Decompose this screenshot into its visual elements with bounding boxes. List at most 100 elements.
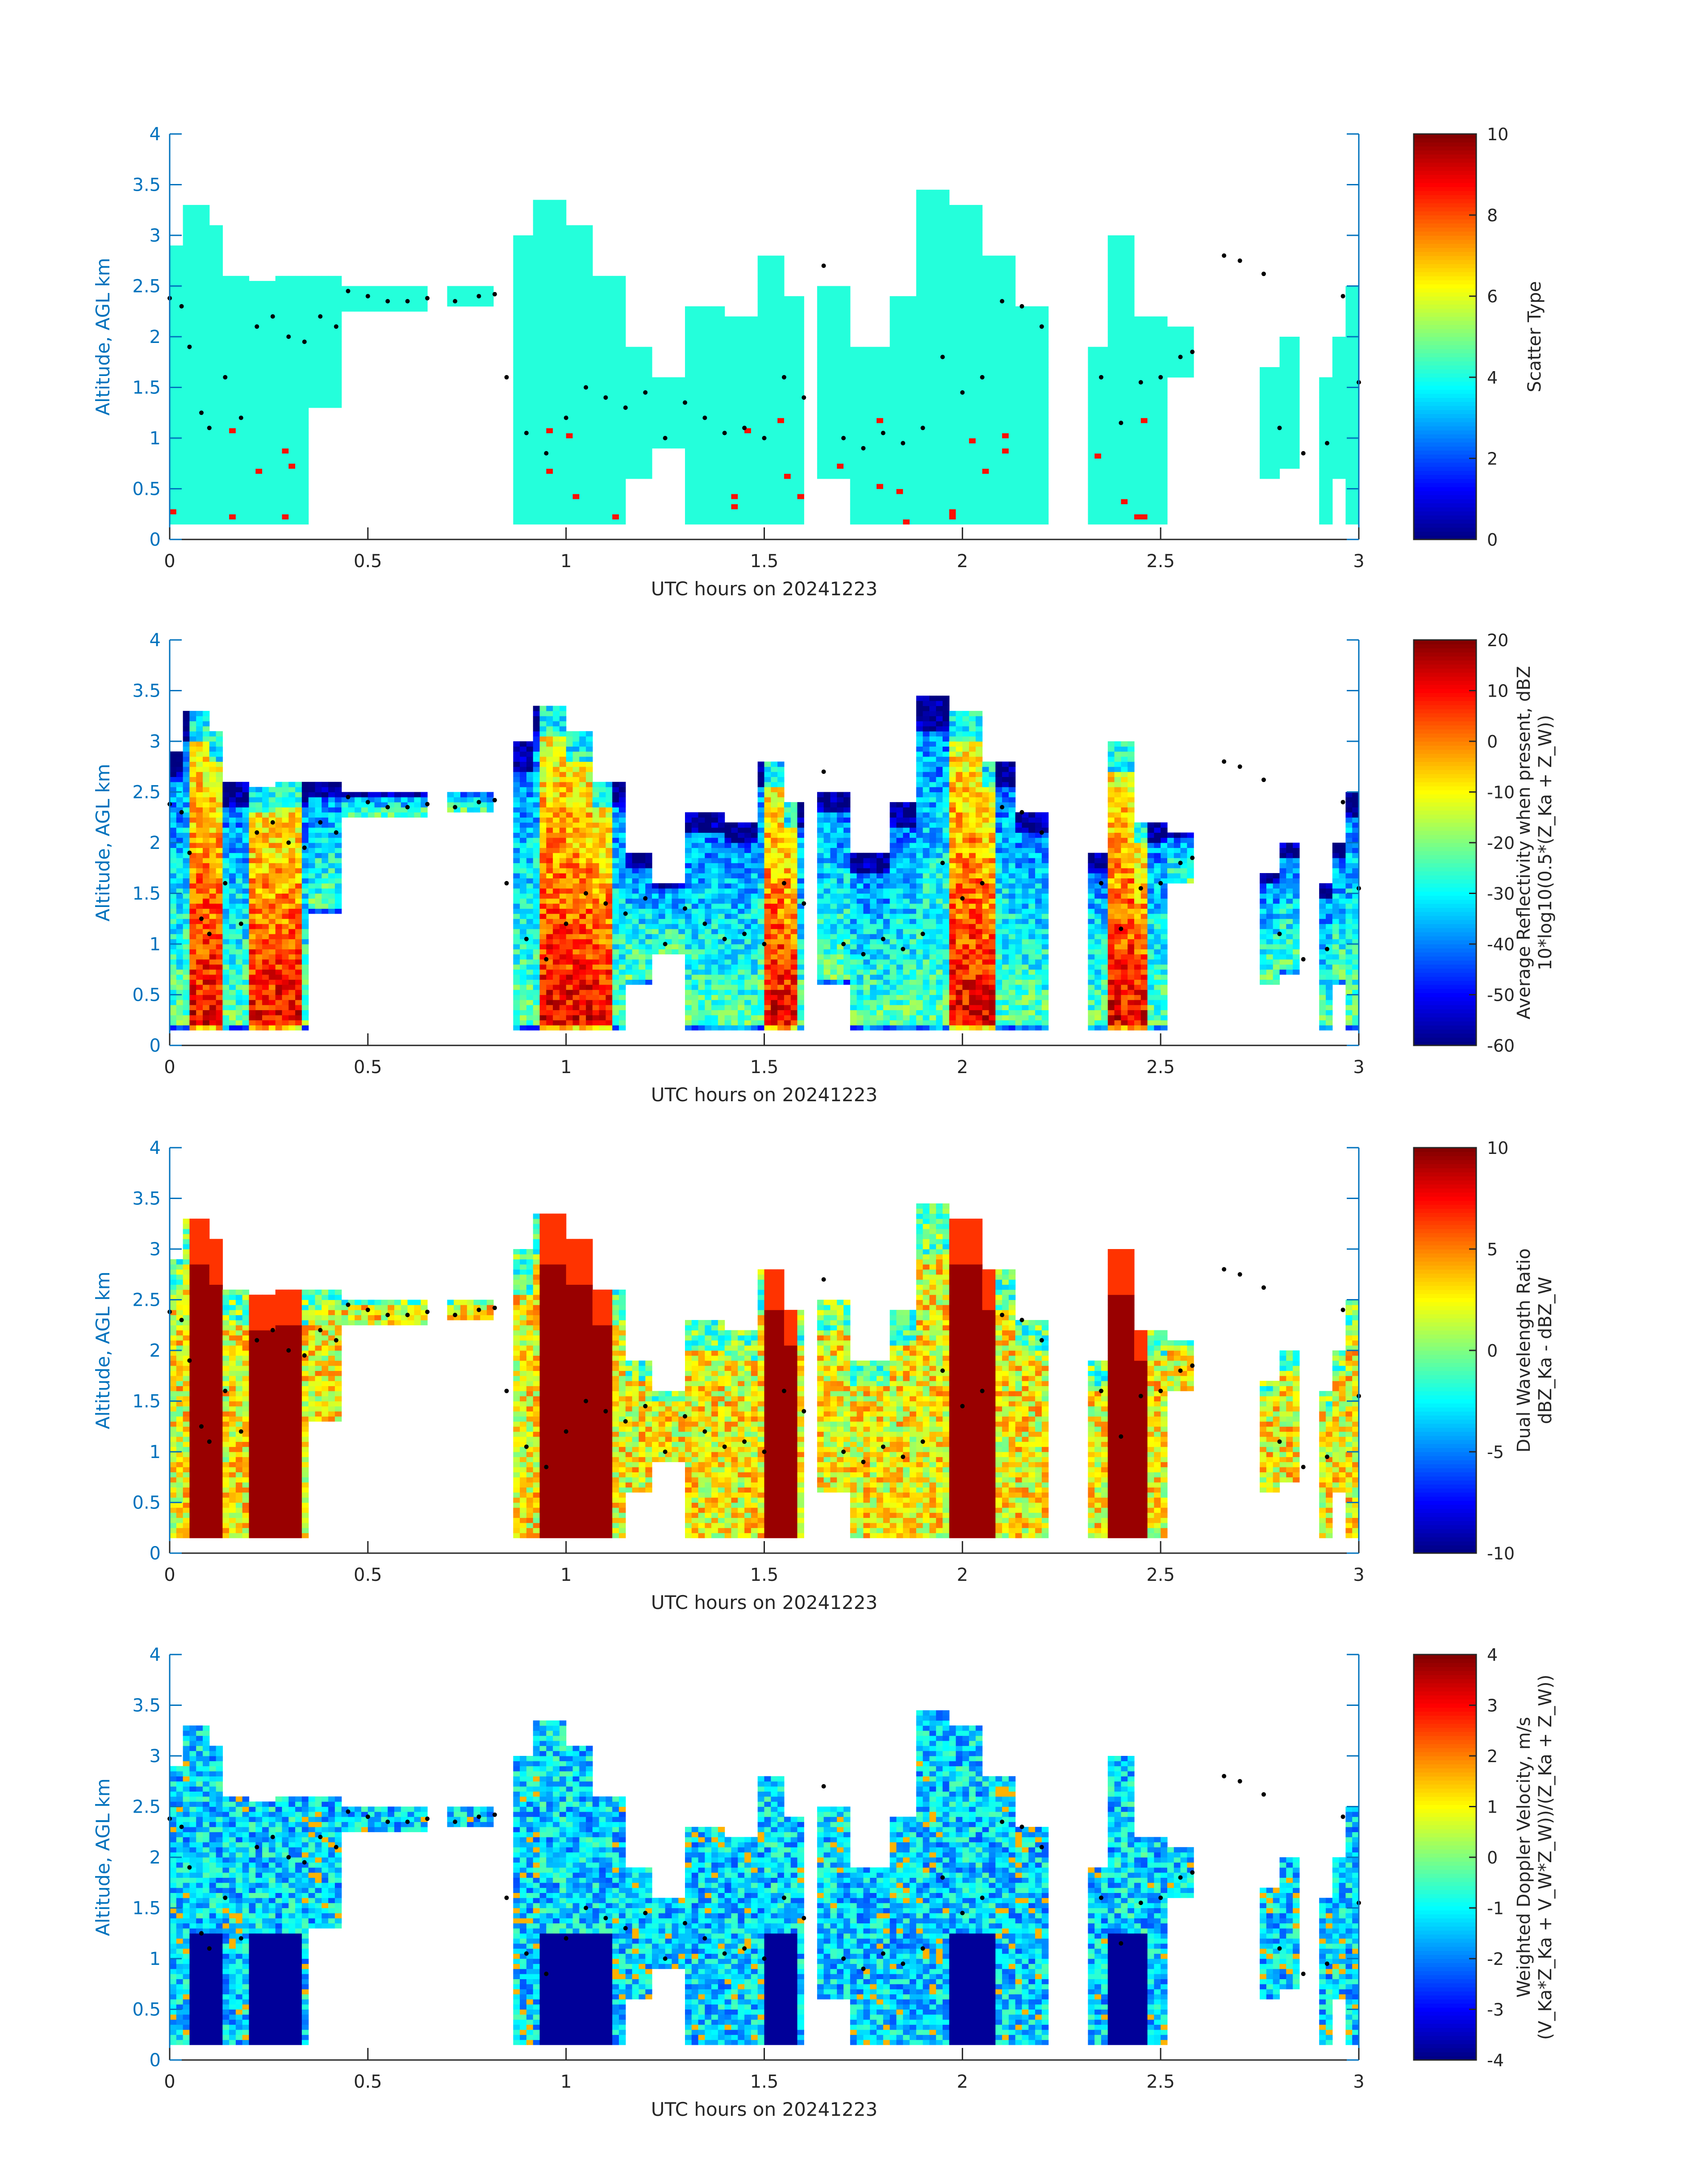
heatmap-cell [1002,397,1009,403]
heatmap-cell [844,372,850,378]
heatmap-cell [923,326,930,332]
heatmap-cell [526,408,533,413]
heatmap-cell [744,352,751,357]
heatmap-cell [883,418,890,423]
heatmap-cell [777,367,784,372]
heatmap-cell [255,443,262,448]
heatmap-cell [956,255,963,261]
heatmap-cell [929,428,936,433]
heatmap-cell [718,423,725,428]
heatmap-cell [969,230,976,236]
heatmap-cell [533,200,540,205]
heatmap-cell [777,423,784,428]
heatmap-cell [652,428,659,433]
heatmap-cell [777,464,784,469]
heatmap-cell [665,428,672,433]
heatmap-cell [798,403,804,408]
heatmap-cell [540,200,547,205]
heatmap-cell [242,286,249,292]
heatmap-cell [540,474,547,479]
heatmap-cell [170,276,176,281]
heatmap-cell [659,377,665,383]
heatmap-cell [731,347,738,352]
heatmap-cell [1028,468,1035,474]
heatmap-cell [520,479,526,484]
heatmap-cell [830,357,837,362]
heatmap-cell [255,347,262,352]
heatmap-cell [929,357,936,362]
heatmap-cell [560,372,566,378]
heatmap-cell [269,347,276,352]
heatmap-cell [513,276,520,281]
heatmap-cell [969,453,976,459]
heatmap-cell [229,301,236,307]
heatmap-cell [784,509,791,514]
heatmap-cell [791,499,798,504]
heatmap-cell [216,388,223,393]
heatmap-cell [817,397,824,403]
heatmap-cell [758,342,764,347]
heatmap-cell [798,418,804,423]
heatmap-cell [1022,393,1029,398]
heatmap-cell [203,388,209,393]
heatmap-cell [949,397,956,403]
heatmap-cell [850,448,857,454]
heatmap-cell [910,443,916,448]
heatmap-cell [1022,382,1029,388]
heatmap-cell [183,509,190,514]
heatmap-cell [798,337,804,342]
heatmap-cell [1035,514,1042,519]
heatmap-cell [328,393,335,398]
heatmap-cell [626,458,632,464]
heatmap-cell [929,215,936,221]
heatmap-cell [612,311,619,317]
heatmap-cell [890,397,897,403]
heatmap-cell [916,306,923,312]
heatmap-cell [513,372,520,378]
heatmap-cell [956,458,963,464]
heatmap-cell [203,281,209,286]
heatmap-cell [553,367,560,372]
heatmap-cell [936,514,943,519]
heatmap-cell [302,504,309,510]
heatmap-cell [229,296,236,301]
heatmap-cell [189,271,196,276]
heatmap-cell [520,301,526,307]
heatmap-cell [361,306,368,312]
heatmap-cell [956,372,963,378]
heatmap-cell [553,342,560,347]
heatmap-cell [295,362,302,368]
heatmap-cell [626,464,632,469]
heatmap-cell [520,489,526,494]
heatmap-cell [698,377,705,383]
heatmap-cell [857,474,864,479]
heatmap-cell [526,448,533,454]
heatmap-cell [698,352,705,357]
heatmap-cell [718,443,725,448]
heatmap-cell [943,225,949,230]
heatmap-cell [639,448,645,454]
heatmap-cell [328,357,335,362]
heatmap-cell [216,362,223,368]
heatmap-cell [579,276,586,281]
heatmap-cell [1028,362,1035,368]
heatmap-cell [744,509,751,514]
heatmap-cell [262,322,269,327]
heatmap-cell [209,448,216,454]
heatmap-cell [189,255,196,261]
heatmap-cell [249,377,256,383]
heatmap-cell [896,484,903,489]
heatmap-cell [315,322,322,327]
heatmap-cell [764,468,771,474]
heatmap-cell [883,474,890,479]
heatmap-cell [830,296,837,301]
heatmap-cell [1035,357,1042,362]
heatmap-cell [236,372,242,378]
heatmap-cell [976,251,982,256]
heatmap-cell [705,464,711,469]
heatmap-cell [599,474,606,479]
heatmap-cell [744,362,751,368]
heatmap-cell [956,301,963,307]
heatmap-cell [203,357,209,362]
heatmap-cell [896,362,903,368]
